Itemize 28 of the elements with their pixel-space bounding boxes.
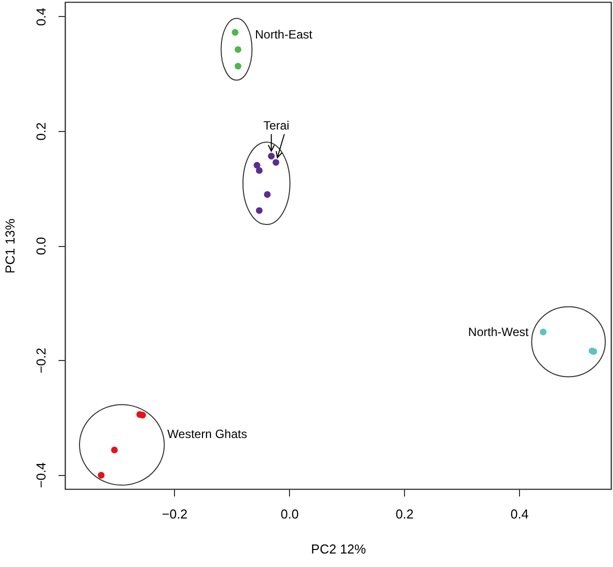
point <box>139 412 146 418</box>
point <box>540 328 547 336</box>
point <box>234 46 242 53</box>
point <box>256 167 263 174</box>
annotation: Terai <box>263 118 290 132</box>
y-tick-label: 0.4 <box>34 8 48 26</box>
series-label: North-West <box>468 325 530 340</box>
point <box>254 162 260 169</box>
point <box>98 472 105 479</box>
point <box>232 29 238 36</box>
point <box>272 159 280 166</box>
y-tick-label: −0.4 <box>34 462 48 488</box>
y-axis-title: PC1 13% <box>2 218 18 274</box>
point <box>111 446 118 454</box>
x-axis-title: PC2 12% <box>311 542 366 556</box>
series-label: North-East <box>254 28 314 42</box>
x-tick-label: −0.2 <box>162 506 188 522</box>
point <box>234 62 242 70</box>
x-tick-label: 0.4 <box>510 506 529 522</box>
point <box>256 207 263 214</box>
x-tick-label: 0.0 <box>280 506 299 522</box>
point <box>268 152 275 160</box>
y-tick-label: 0.0 <box>34 236 48 256</box>
x-tick-label: 0.2 <box>396 506 414 522</box>
y-tick-label: 0.2 <box>34 122 48 140</box>
text: Western Ghats <box>167 426 248 441</box>
point <box>264 191 271 198</box>
y-tick-label: −0.2 <box>34 348 48 374</box>
